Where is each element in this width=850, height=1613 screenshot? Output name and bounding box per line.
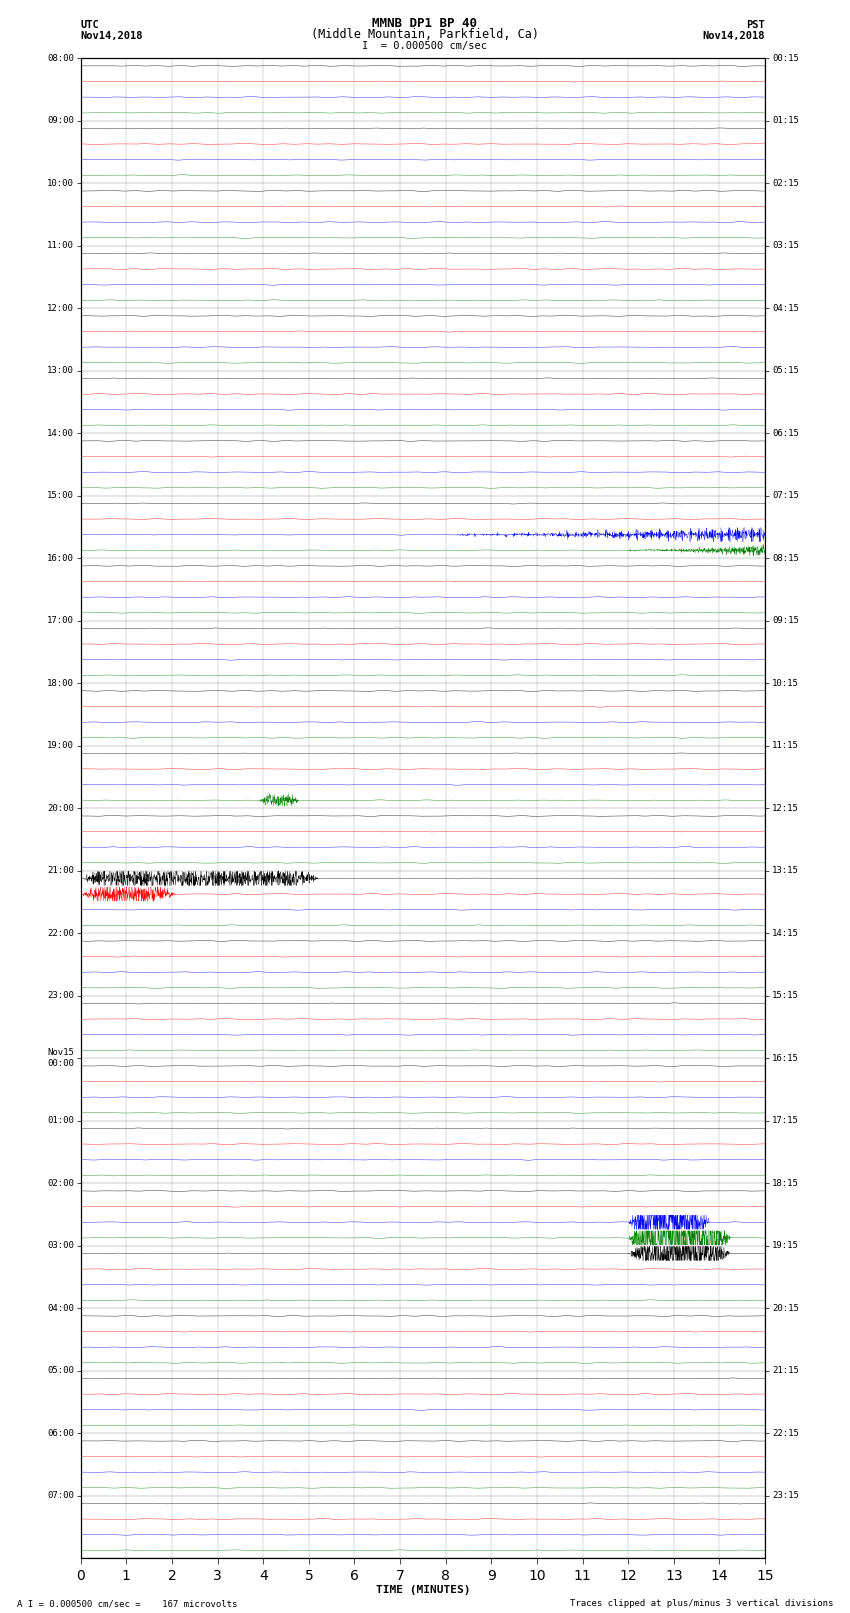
Text: MMNB DP1 BP 40: MMNB DP1 BP 40: [372, 16, 478, 31]
Text: A I = 0.000500 cm/sec =    167 microvolts: A I = 0.000500 cm/sec = 167 microvolts: [17, 1598, 237, 1608]
Text: (Middle Mountain, Parkfield, Ca): (Middle Mountain, Parkfield, Ca): [311, 27, 539, 40]
Text: UTC: UTC: [81, 19, 99, 31]
Text: I  = 0.000500 cm/sec: I = 0.000500 cm/sec: [362, 40, 488, 50]
Text: Traces clipped at plus/minus 3 vertical divisions: Traces clipped at plus/minus 3 vertical …: [570, 1598, 833, 1608]
Text: PST: PST: [746, 19, 765, 31]
Text: Nov14,2018: Nov14,2018: [702, 31, 765, 40]
Text: Nov14,2018: Nov14,2018: [81, 31, 144, 40]
X-axis label: TIME (MINUTES): TIME (MINUTES): [376, 1586, 470, 1595]
